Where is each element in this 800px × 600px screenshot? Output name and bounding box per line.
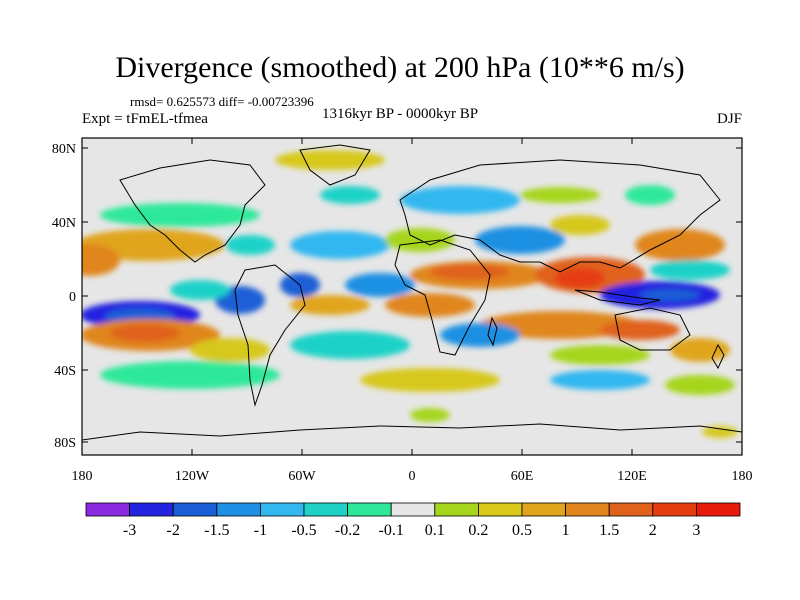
coastline-australia	[614, 307, 691, 351]
field-blob	[555, 268, 605, 288]
field-blob	[385, 293, 475, 317]
field-blob	[600, 320, 680, 340]
field-blob	[635, 229, 725, 261]
coastline-new-zealand	[711, 343, 725, 370]
period-label: 1316kyr BP - 0000kyr BP	[322, 106, 479, 122]
colorbar-swatch	[85, 502, 130, 517]
coastline-africa	[394, 239, 491, 356]
field-blob	[480, 311, 640, 339]
field-blob	[550, 215, 610, 235]
field-blob	[360, 368, 500, 392]
colorbar-label: -0.1	[379, 522, 404, 539]
colorbar-label: 1.5	[599, 522, 619, 539]
colorbar-label: -3	[123, 522, 136, 539]
colorbar-swatch	[696, 502, 741, 517]
lat-tick-label: 80S	[54, 436, 76, 451]
lon-tick-label: 120W	[175, 469, 210, 484]
field-blob	[665, 375, 735, 395]
colorbar-swatch	[565, 502, 610, 517]
field-blob	[290, 295, 370, 315]
colorbar: -3 -2 -1.5 -1 -0.5 -0.2 -0.1 0.1 0.2 0.5 1 1.5 2 3	[85, 502, 741, 539]
colorbar-label: -2	[167, 522, 180, 539]
colorbar-swatch	[216, 502, 261, 517]
field-blob	[702, 426, 738, 438]
field-blob	[345, 273, 415, 297]
coastlines	[82, 144, 742, 441]
field-blob	[440, 323, 520, 347]
field-blob	[82, 229, 225, 261]
field-blob	[400, 186, 520, 214]
field-blob	[225, 235, 275, 255]
colorbar-label: 2	[649, 522, 657, 539]
field-blob	[640, 289, 700, 301]
field-blob	[410, 408, 450, 422]
colorbar-label: 0.2	[468, 522, 488, 539]
colorbar-label: -0.2	[335, 522, 360, 539]
field-blob	[650, 260, 730, 280]
field-blob	[170, 280, 230, 300]
lon-tick-label: 120E	[617, 469, 647, 484]
field-blob	[550, 370, 650, 390]
field-blob	[290, 231, 390, 259]
lon-tick-label: 180	[72, 469, 93, 484]
coastline-south-america	[234, 264, 306, 407]
field-blob	[100, 203, 260, 227]
colorbar-swatch	[477, 502, 523, 517]
colorbar-label: 3	[692, 522, 700, 539]
field-blob	[520, 187, 600, 203]
stats-text: rmsd= 0.625573 diff= -0.00723396	[130, 94, 314, 109]
lat-tick-label: 0	[69, 290, 76, 305]
coastline-greenland	[299, 144, 371, 186]
field-blob	[100, 361, 280, 389]
field-blob	[290, 331, 410, 359]
field-blob	[550, 345, 650, 365]
coastline-indonesia	[574, 289, 661, 306]
field-blob	[430, 264, 510, 280]
colorbar-label: -0.5	[291, 522, 316, 539]
colorbar-label: 1	[562, 522, 570, 539]
divergence-field	[82, 150, 738, 438]
coastline-madagascar	[487, 316, 498, 347]
colorbar-swatch	[303, 502, 348, 517]
colorbar-swatch	[652, 502, 697, 517]
colorbar-swatch	[129, 502, 174, 517]
lon-tick-label: 180	[732, 469, 753, 484]
season-label: DJF	[716, 111, 742, 127]
coastline-north-america	[119, 159, 266, 263]
colorbar-swatch	[521, 502, 566, 517]
experiment-label: Expt = tFmEL-tfmea	[82, 111, 208, 127]
colorbar-label: 0.1	[425, 522, 445, 539]
map-title: Divergence (smoothed) at 200 hPa (10**6 …	[115, 51, 685, 84]
lon-tick-label: 60E	[511, 469, 534, 484]
colorbar-label: -1	[254, 522, 267, 539]
colorbar-swatch	[347, 502, 392, 517]
colorbar-swatch	[608, 502, 654, 517]
colorbar-swatch	[172, 502, 218, 517]
field-blob	[670, 338, 730, 362]
colorbar-label: -1.5	[204, 522, 229, 539]
lon-tick-label: 0	[409, 469, 416, 484]
field-blob	[82, 244, 120, 276]
field-blob	[110, 324, 180, 342]
colorbar-swatch	[259, 502, 305, 517]
colorbar-swatch	[434, 502, 479, 517]
lat-tick-label: 40N	[52, 216, 76, 231]
lat-tick-label: 80N	[52, 142, 76, 157]
lon-tick-label: 60W	[288, 469, 316, 484]
colorbar-swatch	[390, 502, 436, 517]
field-blob	[475, 226, 565, 254]
lat-tick-label: 40S	[54, 364, 76, 379]
field-blob	[625, 185, 675, 205]
coastline-antarctica	[82, 423, 742, 441]
coastline-eurasia	[399, 159, 721, 273]
field-blob	[190, 338, 270, 362]
field-blob	[320, 186, 380, 204]
map-axes: 80N 40N 0 40S 80S 180 120W 60W 0 60E 120E 180	[52, 137, 753, 484]
colorbar-label: 0.5	[512, 522, 532, 539]
